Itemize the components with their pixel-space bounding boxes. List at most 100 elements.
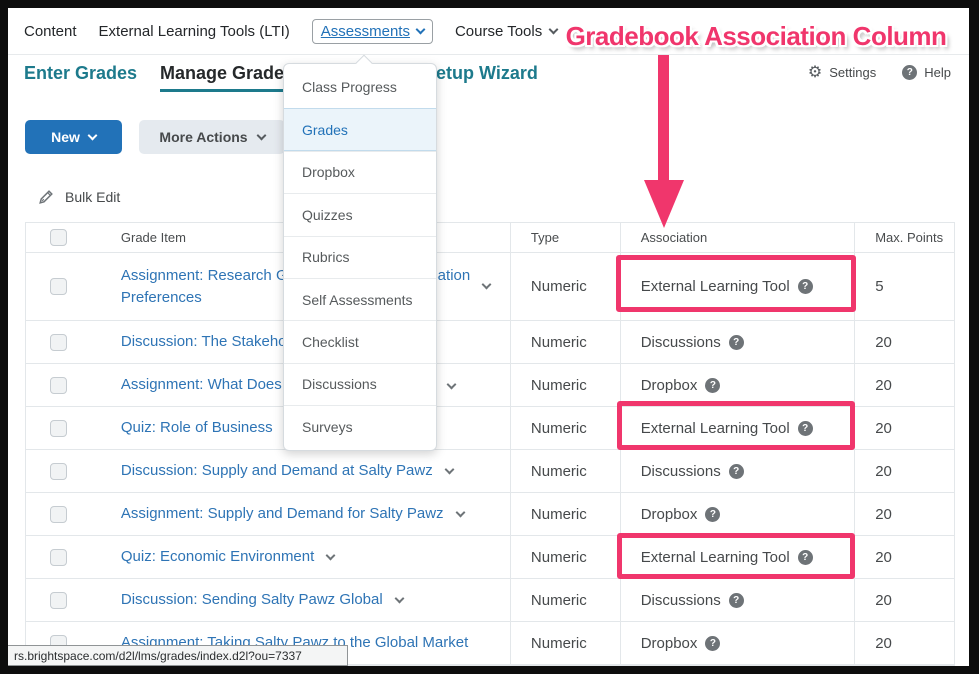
column-header-type[interactable]: Type [509,223,620,252]
tab-manage-grades[interactable]: Manage Grades [160,63,295,83]
gear-icon: ⚙ [807,62,823,81]
help-icon[interactable]: ? [728,463,744,479]
grade-item-link[interactable]: Discussion: Sending Salty Pawz Global [120,591,383,608]
chevron-down-icon[interactable] [455,507,465,517]
help-icon[interactable]: ? [705,635,721,651]
type-cell: Numeric [509,364,620,406]
column-header-max-points[interactable]: Max. Points [854,223,954,252]
chevron-down-icon[interactable] [444,464,455,474]
column-header-association[interactable]: Association [619,223,854,252]
menu-item-rubrics[interactable]: Rubrics [284,235,436,278]
help-link[interactable]: ? Help [902,64,951,80]
table-body: Assignment: Research Generational Commun… [26,253,954,665]
chevron-down-icon[interactable] [394,593,405,603]
type-cell: Numeric [509,407,620,449]
menu-item-dropbox[interactable]: Dropbox [284,150,436,193]
grade-item-link[interactable]: Discussion: Supply and Demand at Salty P… [120,462,433,479]
grades-tab-bar: Enter Grades Manage Grades Setup Wizard … [8,55,969,97]
help-icon[interactable]: ? [797,279,813,294]
points-cell: 20 [854,536,954,578]
annotation-arrow [658,55,669,181]
menu-item-checklist[interactable]: Checklist [284,320,436,362]
help-icon[interactable]: ? [705,506,721,522]
association-cell: Dropbox? [619,622,854,664]
association-label: External Learning Tool [640,419,790,437]
settings-link[interactable]: ⚙ Settings [808,64,876,80]
association-label: Dropbox [640,505,698,523]
points-cell: 5 [854,253,954,320]
type-cell: Numeric [509,493,620,535]
tab-enter-grades[interactable]: Enter Grades [24,63,138,83]
nav-item-content[interactable]: Content [24,22,77,40]
grade-item-link[interactable]: Assignment: Supply and Demand for Salty … [120,505,444,522]
association-cell: Dropbox? [619,364,854,406]
table-header-row: Grade Item Type Association Max. Points [26,223,954,253]
more-actions-label: More Actions [159,129,248,145]
association-cell: External Learning Tool? [619,407,854,449]
row-checkbox[interactable] [50,278,67,295]
more-actions-button[interactable]: More Actions [139,120,285,154]
chevron-down-icon [256,130,267,140]
menu-item-class-progress[interactable]: Class Progress [302,79,397,96]
row-checkbox[interactable] [50,419,67,437]
assessments-dropdown-menu: Class Progress Grades Dropbox Quizzes Rubric… [283,54,437,451]
chevron-down-icon[interactable] [481,279,492,290]
association-cell: Discussions? [619,321,854,363]
row-checkbox[interactable] [50,505,67,523]
chevron-down-icon[interactable] [446,379,457,390]
new-button-label: New [51,129,80,145]
chevron-down-icon[interactable] [325,550,336,560]
menu-item-self-assessments[interactable]: Self Assessments [284,277,436,320]
help-icon[interactable]: ? [728,334,744,350]
help-icon[interactable]: ? [797,420,813,436]
association-label: Discussions [640,462,721,480]
row-checkbox[interactable] [50,591,67,609]
help-icon[interactable]: ? [728,592,744,608]
points-cell: 20 [854,493,954,535]
bulk-edit-button[interactable]: Bulk Edit [38,188,120,205]
pencil-icon [39,190,53,204]
menu-item-grades[interactable]: Grades [284,108,436,151]
row-checkbox[interactable] [50,333,67,351]
points-cell: 20 [854,622,954,664]
table-row: Quiz: Economic Environment Numeric Externa… [26,536,954,579]
nav-item-lti[interactable]: External Learning Tools (LTI) [98,22,290,40]
row-checkbox[interactable] [50,376,67,394]
row-checkbox[interactable] [50,462,67,480]
help-circle-icon: ? [902,64,918,80]
help-icon[interactable]: ? [797,549,813,565]
points-cell: 20 [854,321,954,363]
nav-item-assessments[interactable]: Assessments [311,18,433,44]
menu-item-surveys[interactable]: Surveys [284,405,436,447]
status-url-text: rs.brightspace.com/d2l/lms/grades/index.… [14,648,302,663]
menu-item-quizzes[interactable]: Quizzes [284,193,436,235]
annotation-arrow-head [644,180,684,228]
menu-item-discussions[interactable]: Discussions [284,362,436,405]
column-header-grade-item[interactable]: Grade Item [120,230,186,245]
association-cell: Dropbox? [619,493,854,535]
type-cell: Numeric [509,579,620,621]
table-row: Assignment: Supply and Demand for Salty … [26,493,954,536]
association-label: Discussions [640,591,721,609]
table-row: Discussion: Supply and Demand at Salty P… [26,450,954,493]
table-row: Quiz: Role of Business Numeric External Le… [26,407,954,450]
grade-item-link[interactable]: Quiz: Role of Business [120,419,273,436]
new-button[interactable]: New [25,120,122,154]
course-tools-label: Course Tools [454,22,543,40]
row-checkbox[interactable] [50,548,67,566]
bulk-edit-label: Bulk Edit [65,188,121,205]
type-cell: Numeric [509,450,620,492]
association-label: External Learning Tool [640,278,790,295]
table-row: Assignment: Research Generational Commun… [26,253,954,321]
help-icon[interactable]: ? [705,377,721,393]
tab-setup-wizard[interactable]: Setup Wizard [424,63,538,83]
nav-item-course-tools[interactable]: Course Tools [454,22,559,40]
points-cell: 20 [854,579,954,621]
course-navbar: Content External Learning Tools (LTI) As… [8,8,969,55]
association-cell: Discussions? [619,450,854,492]
type-cell: Numeric [509,536,620,578]
select-all-checkbox[interactable] [50,229,67,246]
grade-item-link[interactable]: Quiz: Economic Environment [120,548,315,565]
active-tab-underline [160,89,310,92]
